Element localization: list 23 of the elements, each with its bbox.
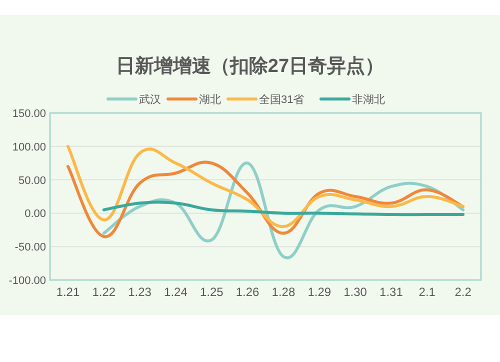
x-tick-label: 2.2 bbox=[454, 285, 472, 299]
legend-label: 武汉 bbox=[139, 93, 161, 106]
x-tick-label: 1.29 bbox=[308, 285, 332, 299]
x-tick-label: 1.22 bbox=[92, 285, 116, 299]
y-tick-label: 0.00 bbox=[24, 208, 46, 220]
x-tick-label: 1.25 bbox=[200, 285, 224, 299]
x-tick-label: 1.24 bbox=[164, 285, 188, 299]
x-tick-label: 1.21 bbox=[56, 285, 80, 299]
y-tick-label: 50.00 bbox=[18, 174, 46, 187]
x-tick-label: 1.26 bbox=[236, 285, 260, 299]
chart-title: 日新增增速（扣除27日奇异点） bbox=[116, 55, 384, 77]
legend-label: 全国31省 bbox=[259, 93, 304, 106]
x-tick-label: 1.31 bbox=[380, 285, 404, 299]
x-tick-label: 1.28 bbox=[272, 285, 296, 299]
x-tick-label: 1.30 bbox=[344, 285, 368, 299]
x-tick-label: 2.1 bbox=[418, 285, 436, 299]
y-tick-label: -50.00 bbox=[14, 242, 46, 254]
y-tick-label: 150.00 bbox=[12, 108, 46, 120]
legend-label: 湖北 bbox=[199, 93, 221, 106]
y-tick-label: -100.00 bbox=[8, 275, 46, 287]
x-tick-label: 1.23 bbox=[128, 285, 152, 299]
y-tick-label: 100.00 bbox=[12, 141, 46, 154]
legend-label: 非湖北 bbox=[352, 93, 385, 106]
